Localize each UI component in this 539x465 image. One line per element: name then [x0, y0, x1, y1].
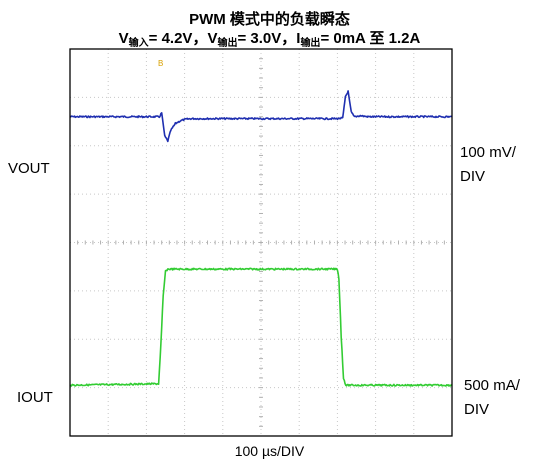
vin-subscript: 输入 — [128, 38, 149, 49]
vin-value: = 4.2V， — [148, 30, 208, 47]
grid — [69, 48, 453, 437]
iout-scale-line1: 500 mA/ — [464, 377, 520, 394]
series-layer — [69, 90, 453, 387]
iout-label: IOUT — [17, 389, 53, 406]
plot-border — [69, 48, 453, 437]
x-axis-label: 100 µs/DIV — [234, 443, 305, 459]
vout-label: VOUT — [8, 160, 50, 177]
iout-symbol: I — [296, 30, 301, 47]
vout-symbol: V — [207, 30, 218, 47]
series-line-iout — [69, 267, 453, 387]
iout-subscript: 输出 — [300, 38, 321, 49]
vin-symbol: V — [118, 30, 129, 47]
chart-title: PWM 模式中的负载瞬态 — [189, 11, 350, 28]
vout-value: = 3.0V， — [237, 30, 297, 47]
iout-scale-line2: DIV — [464, 401, 490, 418]
vout-scale-line1: 100 mV/ — [460, 144, 516, 161]
iout-value: = 0mA 至 1.2A — [320, 30, 421, 47]
series-line-vout — [69, 90, 453, 143]
chart-subtitle: V输入= 4.2V，V输出= 3.0V，I输出= 0mA 至 1.2A — [0, 27, 539, 49]
trigger-marker: B — [158, 59, 163, 68]
vout-subscript: 输出 — [217, 38, 238, 49]
vout-scale-line2: DIV — [460, 168, 486, 185]
